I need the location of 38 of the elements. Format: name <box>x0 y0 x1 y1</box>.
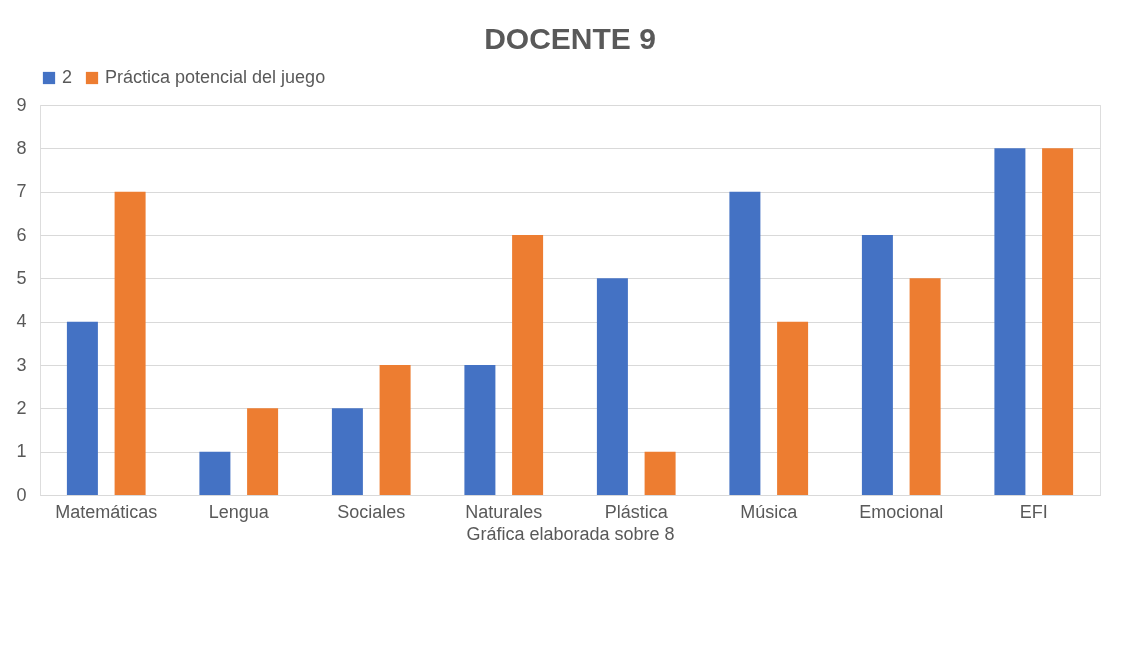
bar <box>464 365 496 495</box>
bar <box>379 365 411 495</box>
bar <box>247 408 279 495</box>
bar <box>114 191 146 495</box>
y-tick-label: 9 <box>16 94 27 115</box>
y-tick-label: 5 <box>16 267 27 288</box>
legend-label: 2 <box>62 67 73 87</box>
x-tick-label: Música <box>740 501 799 522</box>
x-tick-label: Plástica <box>604 501 669 522</box>
bar <box>994 148 1026 495</box>
bar <box>729 191 761 495</box>
bar <box>331 408 363 495</box>
bar <box>199 451 231 495</box>
y-tick-label: 3 <box>16 354 27 375</box>
x-tick-label: Naturales <box>465 501 543 522</box>
x-tick-label: Emocional <box>859 501 944 522</box>
y-tick-label: 6 <box>16 224 27 245</box>
y-tick-label: 2 <box>16 397 27 418</box>
bar <box>512 235 544 495</box>
bar <box>1042 148 1074 495</box>
y-tick-label: 8 <box>16 137 27 158</box>
x-tick-label: Lengua <box>208 501 270 522</box>
bar <box>644 451 676 495</box>
x-tick-label: EFI <box>1019 501 1048 522</box>
x-tick-label: Matemáticas <box>55 501 158 522</box>
x-tick-label: Sociales <box>337 501 406 522</box>
bar <box>66 321 98 495</box>
bar <box>861 235 893 495</box>
bar <box>909 278 941 495</box>
chart-title: DOCENTE 9 <box>484 22 656 55</box>
legend-label: Práctica potencial del juego <box>105 67 326 87</box>
x-axis-title: Gráfica elaborada sobre 8 <box>466 523 675 544</box>
bar <box>596 278 628 495</box>
y-tick-label: 7 <box>16 181 27 202</box>
bar <box>777 321 809 495</box>
y-tick-label: 4 <box>16 311 27 332</box>
y-tick-label: 1 <box>16 441 27 462</box>
y-tick-label: 0 <box>16 484 27 505</box>
